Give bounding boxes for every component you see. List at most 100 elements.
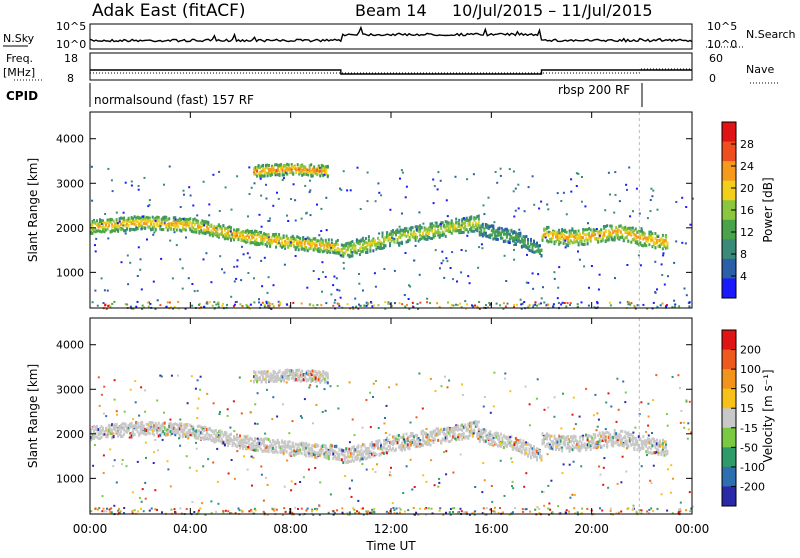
- data-cell: [239, 303, 241, 305]
- data-cell: [606, 444, 608, 447]
- data-cell: [413, 260, 415, 262]
- data-cell: [455, 176, 457, 178]
- data-cell: [478, 246, 480, 248]
- data-cell: [221, 227, 223, 230]
- data-cell: [613, 212, 615, 214]
- data-cell: [221, 431, 223, 434]
- data-cell: [567, 435, 569, 438]
- data-cell: [287, 220, 289, 222]
- data-cell: [229, 442, 231, 445]
- data-cell: [539, 450, 541, 453]
- data-cell: [519, 232, 521, 235]
- station-title: Adak East (fitACF): [92, 1, 246, 21]
- data-cell: [265, 184, 267, 186]
- data-cell: [254, 182, 256, 184]
- data-cell: [395, 448, 397, 451]
- data-cell: [666, 452, 668, 455]
- data-cell: [131, 181, 133, 183]
- data-cell: [567, 302, 569, 304]
- data-cell: [626, 236, 628, 239]
- data-cell: [535, 301, 537, 303]
- data-cell: [269, 440, 271, 443]
- data-cell: [104, 289, 106, 291]
- data-cell: [441, 262, 443, 264]
- data-cell: [404, 294, 406, 296]
- colorbar-segment: [722, 122, 736, 142]
- data-cell: [290, 453, 292, 456]
- data-cell: [209, 301, 211, 303]
- data-cell: [351, 251, 353, 253]
- data-cell: [256, 170, 258, 173]
- data-cell: [488, 302, 490, 304]
- data-cell: [103, 302, 105, 304]
- data-cell: [107, 228, 109, 231]
- data-cell: [160, 225, 162, 227]
- data-cell: [111, 179, 113, 181]
- data-cell: [688, 305, 690, 307]
- data-cell: [286, 215, 288, 217]
- data-cell: [167, 229, 169, 232]
- data-cell: [473, 173, 475, 175]
- data-cell: [430, 444, 432, 447]
- data-cell: [558, 232, 560, 234]
- data-cell: [562, 302, 564, 304]
- data-cell: [359, 242, 361, 245]
- y-tick-label: 1000: [56, 266, 84, 279]
- data-cell: [640, 264, 642, 266]
- data-cell: [496, 303, 498, 305]
- data-cell: [467, 275, 469, 277]
- data-cell: [170, 227, 172, 230]
- data-cell: [144, 177, 146, 179]
- data-cell: [208, 214, 210, 216]
- data-cell: [351, 255, 353, 258]
- data-cell: [327, 165, 329, 168]
- data-cell: [538, 208, 540, 210]
- data-cell: [259, 376, 261, 379]
- data-cell: [455, 218, 457, 221]
- data-cell: [138, 185, 140, 187]
- data-cell: [262, 302, 264, 304]
- data-cell: [481, 247, 483, 249]
- data-cell: [359, 253, 361, 256]
- data-cell: [628, 167, 630, 169]
- data-cell: [545, 304, 547, 306]
- data-cell: [650, 447, 652, 450]
- data-cell: [177, 301, 179, 303]
- data-cell: [130, 306, 132, 308]
- data-cell: [331, 239, 333, 242]
- data-cell: [605, 230, 607, 233]
- data-cell: [598, 289, 600, 291]
- data-cell: [600, 231, 602, 234]
- data-cell: [571, 227, 573, 229]
- data-cell: [278, 442, 280, 445]
- data-cell: [316, 244, 318, 247]
- data-cell: [476, 229, 478, 232]
- data-cell: [262, 242, 264, 245]
- data-cell: [533, 304, 535, 306]
- data-cell: [409, 286, 411, 288]
- data-cell: [283, 177, 285, 179]
- data-cell: [645, 445, 647, 448]
- data-cell: [182, 288, 184, 290]
- data-cell: [663, 242, 665, 245]
- data-cell: [418, 211, 420, 213]
- data-cell: [470, 425, 472, 428]
- data-cell: [215, 429, 217, 432]
- data-cell: [436, 302, 438, 304]
- data-cell: [141, 288, 143, 290]
- data-cell: [636, 439, 638, 442]
- data-cell: [399, 178, 401, 180]
- data-cell: [461, 224, 463, 226]
- data-cell: [279, 173, 281, 176]
- data-cell: [399, 302, 401, 304]
- data-cell: [128, 224, 130, 227]
- data-cell: [101, 223, 103, 225]
- data-cell: [258, 298, 260, 300]
- data-cell: [456, 281, 458, 283]
- noise-right-label: N.Search: [746, 28, 796, 41]
- data-cell: [493, 228, 495, 230]
- data-cell: [338, 303, 340, 305]
- data-cell: [648, 243, 650, 246]
- data-cell: [269, 305, 271, 307]
- data-cell: [242, 305, 244, 307]
